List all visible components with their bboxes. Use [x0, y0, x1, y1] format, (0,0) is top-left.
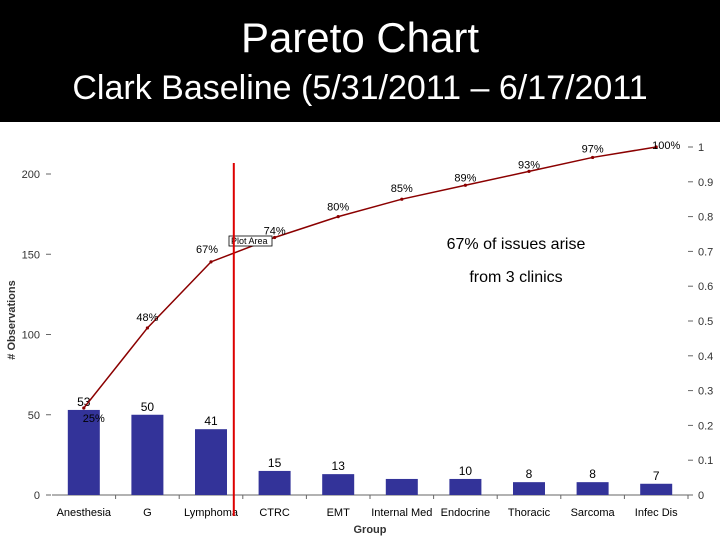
y-tick-label: 150 — [22, 249, 40, 261]
cumulative-label: 48% — [136, 312, 158, 324]
y2-tick-label: 0.3 — [698, 386, 713, 398]
bar-value-label: 10 — [459, 464, 473, 478]
bar — [385, 478, 418, 495]
plot-area-tag-text: Plot Area — [231, 236, 268, 246]
cumulative-label: 97% — [582, 143, 604, 155]
annotation-line-1: 67% of issues arise — [447, 236, 586, 253]
bar-value-labels: 53 50 41 15 13 10 8 8 7 — [77, 395, 660, 483]
cumulative-label: 74% — [264, 225, 286, 237]
slide-header: Pareto Chart Clark Baseline (5/31/2011 –… — [0, 0, 720, 122]
bar-series — [67, 409, 673, 495]
bar — [576, 482, 609, 495]
cumulative-series — [82, 145, 658, 410]
bar — [258, 470, 291, 495]
cumulative-point — [527, 169, 531, 173]
cumulative-label: 80% — [327, 202, 349, 214]
plot-area-tag-box — [228, 235, 273, 247]
cumulative-point — [463, 183, 467, 187]
y2-tick-label: 0.4 — [698, 351, 713, 363]
y2-tick-label: 0.8 — [698, 212, 713, 224]
cumulative-line — [83, 146, 657, 409]
y2-tick-label: 0.9 — [698, 177, 713, 189]
category-label: Thoracic — [508, 507, 551, 519]
bar — [640, 483, 673, 495]
bar — [513, 482, 545, 495]
y2-tick-label: 0.7 — [698, 246, 713, 258]
y-tick-label: 100 — [22, 330, 40, 342]
y-tick-label: 200 — [22, 169, 40, 181]
cumulative-point — [209, 260, 213, 264]
slide-subtitle: Clark Baseline (5/31/2011 – 6/17/2011 — [72, 69, 648, 107]
category-label: Sarcoma — [571, 507, 616, 519]
y-axis-title: # Observations — [6, 280, 18, 359]
y2-tick-label: 0.6 — [698, 281, 713, 293]
bar-value-label: 8 — [589, 467, 596, 481]
bar-value-label: 13 — [332, 459, 346, 473]
y-axis-right: 0 0.1 0.2 0.3 0.4 0.5 0.6 0.7 0.8 0.9 1 — [688, 142, 713, 502]
y2-tick-label: 0 — [698, 490, 704, 502]
category-labels: Anesthesia G Lymphoma CTRC EMT Internal Med En… — [57, 495, 689, 519]
cumulative-label: 25% — [83, 413, 105, 425]
annotation-line-2: from 3 clinics — [469, 269, 562, 286]
bar — [449, 478, 482, 495]
y2-tick-label: 1 — [698, 142, 704, 154]
y-tick-label: 0 — [34, 490, 40, 502]
bar-value-label: 8 — [526, 467, 533, 481]
cumulative-label: 93% — [518, 159, 540, 171]
cumulative-point — [400, 197, 404, 201]
y-axis-left: 0 50 100 150 200 — [22, 169, 51, 502]
category-label: CTRC — [259, 507, 290, 519]
plot-area-tag: Plot Area — [228, 235, 273, 247]
category-label: Endocrine — [441, 507, 491, 519]
y2-tick-label: 0.1 — [698, 455, 713, 467]
cumulative-label: 100% — [652, 140, 680, 152]
cumulative-point — [591, 155, 595, 160]
category-label: Anesthesia — [57, 507, 112, 519]
cumulative-point — [145, 326, 149, 330]
cumulative-label: 67% — [196, 244, 218, 256]
category-label: EMT — [327, 507, 351, 519]
x-axis-title: Group — [354, 524, 387, 536]
bar-value-label: 41 — [204, 414, 218, 428]
category-label: Infec Dis — [635, 507, 678, 519]
bar — [67, 409, 100, 495]
cumulative-point — [82, 406, 86, 410]
cumulative-label: 89% — [454, 172, 476, 184]
category-label: G — [143, 507, 152, 519]
cumulative-point — [336, 215, 340, 219]
bar-value-label: 50 — [141, 400, 155, 414]
cumulative-label: 85% — [391, 183, 413, 195]
cumulative-point — [654, 145, 658, 149]
bar — [131, 414, 164, 495]
bar-value-label: 7 — [653, 469, 660, 483]
bar — [195, 429, 227, 495]
cumulative-point — [273, 235, 277, 240]
cumulative-labels: 25% 48% 67% 74% 80% 85% 89% 93% 97% 100% — [83, 140, 681, 425]
y-tick-label: 50 — [28, 410, 40, 422]
slide-title: Pareto Chart — [240, 14, 480, 61]
bar-value-label: 15 — [268, 456, 282, 470]
y2-tick-label: 0.2 — [698, 420, 713, 432]
bar-value-label: 53 — [77, 395, 91, 409]
bar — [322, 474, 355, 495]
category-label: Internal Med — [371, 507, 432, 519]
y2-tick-label: 0.5 — [698, 316, 713, 328]
category-label: Lymphoma — [184, 507, 239, 519]
